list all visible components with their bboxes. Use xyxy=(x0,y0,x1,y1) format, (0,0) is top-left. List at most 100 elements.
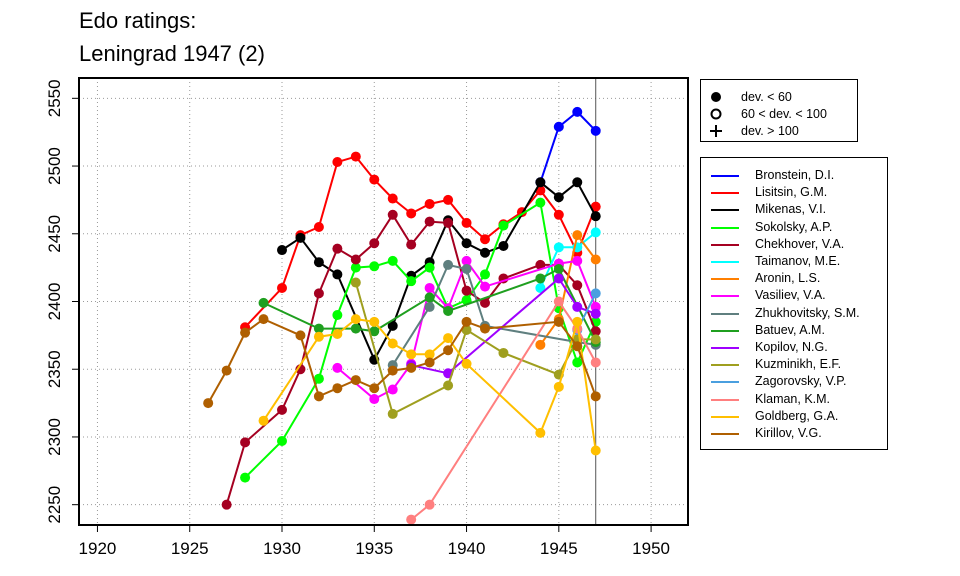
data-point-chekhover-v-a xyxy=(350,254,361,265)
data-point-chekhover-v-a xyxy=(480,297,490,308)
legend-line-swatch xyxy=(711,398,739,401)
legend-line-swatch xyxy=(711,381,739,384)
data-point-lisitsin-g-m xyxy=(313,222,324,232)
data-point-mikenas-v-i xyxy=(535,177,546,188)
data-point-vasiliev-v-a xyxy=(369,394,380,405)
data-point-goldberg-g-a xyxy=(406,349,417,360)
series-line-taimanov-m-e xyxy=(539,231,597,289)
data-point-lisitsin-g-m xyxy=(277,282,287,293)
data-point-kirillov-v-g xyxy=(590,391,601,402)
data-point-kirillov-v-g xyxy=(406,362,417,373)
y-tick-label: 2300 xyxy=(45,418,64,456)
legend-line-swatch xyxy=(711,364,739,367)
legend-line-swatch xyxy=(711,312,739,315)
data-point-kirillov-v-g xyxy=(480,323,490,334)
deviation-legend-item: 60 < dev. < 100 xyxy=(701,106,857,123)
data-point-mikenas-v-i xyxy=(553,192,564,203)
y-tick-label: 2350 xyxy=(45,350,64,388)
data-point-mikenas-v-i xyxy=(498,240,509,251)
series-legend-item: Lisitsin, G.M. xyxy=(701,184,887,201)
series-legend-label: Zagorovsky, V.P. xyxy=(755,374,847,389)
data-point-chekhover-v-a xyxy=(572,280,583,291)
data-point-chekhover-v-a xyxy=(277,404,287,415)
data-point-chekhover-v-a xyxy=(387,209,398,220)
data-point-mikenas-v-i xyxy=(480,247,490,258)
series-line-mikenas-v-i xyxy=(281,180,597,362)
data-point-kirillov-v-g xyxy=(553,316,564,327)
data-point-chekhover-v-a xyxy=(406,239,417,250)
data-point-chekhover-v-a xyxy=(424,216,435,227)
series-legend-label: Kuzminikh, E.F. xyxy=(755,357,842,372)
data-point-bronstein-d-i xyxy=(572,106,583,117)
deviation-legend-label: 60 < dev. < 100 xyxy=(741,107,827,121)
data-point-sokolsky-a-p xyxy=(332,310,343,321)
data-point-goldberg-g-a xyxy=(590,445,601,456)
data-point-mikenas-v-i xyxy=(313,257,324,268)
legend-line-swatch xyxy=(711,433,739,435)
data-point-batuev-a-m xyxy=(553,263,564,274)
series-legend-item: Taimanov, M.E. xyxy=(701,253,887,270)
data-point-sokolsky-a-p xyxy=(406,276,417,287)
data-point-kirillov-v-g xyxy=(461,316,472,327)
legend-line-swatch xyxy=(711,209,739,212)
data-point-chekhover-v-a xyxy=(461,285,472,296)
x-tick-label: 1950 xyxy=(632,539,670,558)
deviation-legend-label: dev. < 60 xyxy=(741,90,792,104)
data-point-kopilov-n-g xyxy=(553,273,564,284)
series-legend-item: Kuzminikh, E.F. xyxy=(701,356,887,373)
y-tick-label: 2450 xyxy=(45,215,64,253)
data-point-sokolsky-a-p xyxy=(480,269,490,280)
data-point-mikenas-v-i xyxy=(332,269,343,280)
data-point-lisitsin-g-m xyxy=(332,156,343,167)
series-legend-label: Vasiliev, V.A. xyxy=(755,288,826,303)
x-tick-label: 1920 xyxy=(79,539,117,558)
data-point-mikenas-v-i xyxy=(590,211,601,222)
data-point-chekhover-v-a xyxy=(240,437,251,448)
data-point-klaman-k-m xyxy=(590,357,601,368)
data-point-batuev-a-m xyxy=(258,297,269,308)
series-legend-item: Aronin, L.S. xyxy=(701,270,887,287)
data-point-zagorovsky-v-p xyxy=(590,288,601,299)
grid-lines xyxy=(79,78,688,525)
axes: 1920 1925 1930 1935 1940 1945 1950 2250 2300 2350… xyxy=(45,77,689,558)
data-point-batuev-a-m xyxy=(369,326,380,337)
series-legend-label: Klaman, K.M. xyxy=(755,391,831,406)
data-point-zhukhovitsky-s-m xyxy=(443,259,454,270)
data-point-klaman-k-m xyxy=(553,296,564,307)
data-point-chekhover-v-a xyxy=(443,217,454,228)
data-point-batuev-a-m xyxy=(424,292,435,303)
data-point-chekhover-v-a xyxy=(221,499,232,510)
data-point-kirillov-v-g xyxy=(313,391,324,402)
series-legend-item: Batuev, A.M. xyxy=(701,322,887,339)
data-point-mikenas-v-i xyxy=(387,320,398,331)
data-point-chekhover-v-a xyxy=(535,259,546,270)
legend-line-swatch xyxy=(711,243,739,246)
data-point-vasiliev-v-a xyxy=(332,362,343,373)
data-point-chekhover-v-a xyxy=(313,288,324,299)
series-legend-label: Taimanov, M.E. xyxy=(755,254,841,268)
series-legend-label: Mikenas, V.I. xyxy=(755,202,827,217)
data-point-klaman-k-m xyxy=(424,499,435,510)
data-point-kirillov-v-g xyxy=(369,383,380,394)
data-point-sokolsky-a-p xyxy=(572,357,583,368)
series-legend-item: Sokolsky, A.P. xyxy=(701,219,887,236)
series-legend-item: Kirillov, V.G. xyxy=(701,425,887,442)
series-legend-item: Chekhover, V.A. xyxy=(701,236,887,253)
series-legend-label: Kopilov, N.G. xyxy=(755,340,828,354)
y-tick-label: 2500 xyxy=(45,147,64,185)
data-point-aronin-l-s xyxy=(590,254,601,265)
data-point-vasiliev-v-a xyxy=(572,255,583,266)
data-point-kirillov-v-g xyxy=(221,365,232,376)
data-point-vasiliev-v-a xyxy=(424,282,435,293)
series-line-aronin-l-s xyxy=(539,232,597,346)
data-point-sokolsky-a-p xyxy=(350,262,361,273)
data-point-klaman-k-m xyxy=(406,514,417,525)
data-point-aronin-l-s xyxy=(535,339,546,350)
x-tick-label: 1930 xyxy=(263,539,301,558)
series-legend-label: Sokolsky, A.P. xyxy=(755,219,833,234)
series-legend-label: Zhukhovitsky, S.M. xyxy=(755,305,860,320)
legend-line-swatch xyxy=(711,192,739,195)
chart-title-line-2: Leningrad 1947 (2) xyxy=(79,41,265,66)
data-point-sokolsky-a-p xyxy=(369,261,380,272)
